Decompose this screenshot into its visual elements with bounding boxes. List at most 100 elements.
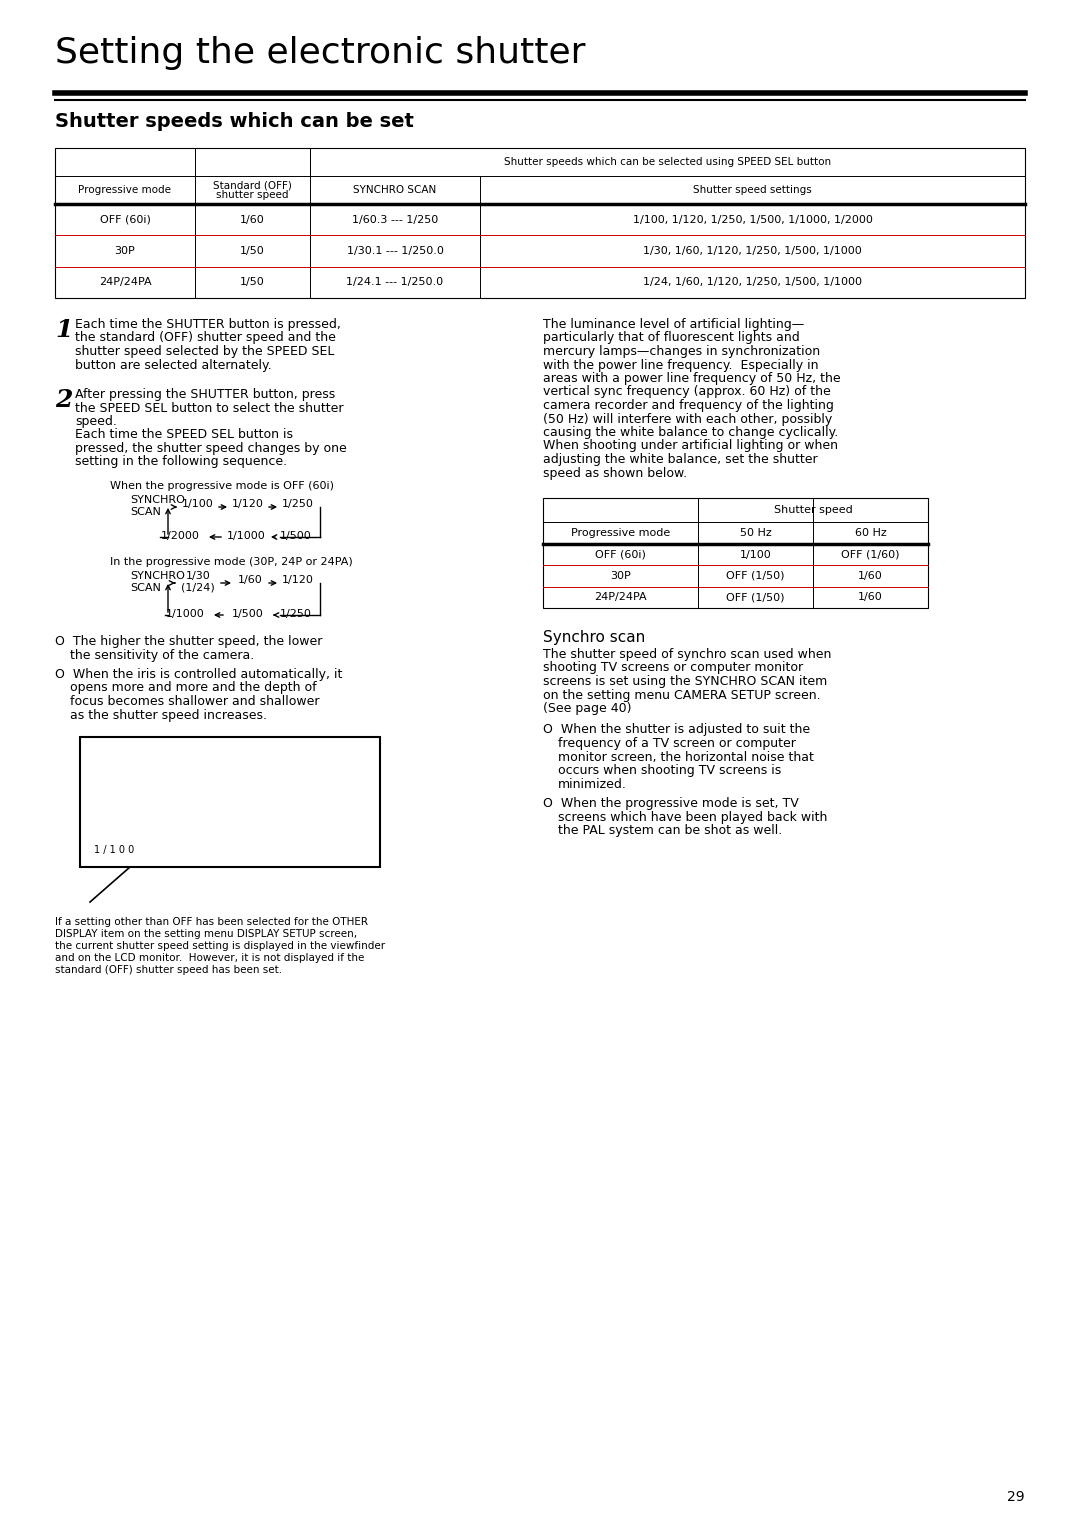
Text: 1/250: 1/250	[280, 609, 312, 620]
Text: 1/60: 1/60	[238, 575, 262, 584]
Text: 1/1000: 1/1000	[227, 531, 266, 542]
Text: speed.: speed.	[75, 415, 117, 427]
Text: areas with a power line frequency of 50 Hz, the: areas with a power line frequency of 50 …	[543, 372, 840, 385]
Text: camera recorder and frequency of the lighting: camera recorder and frequency of the lig…	[543, 398, 834, 412]
Text: Shutter speeds which can be set: Shutter speeds which can be set	[55, 111, 414, 131]
Text: the PAL system can be shot as well.: the PAL system can be shot as well.	[558, 824, 782, 836]
Text: 1 / 1 0 0: 1 / 1 0 0	[94, 845, 134, 855]
Text: 29: 29	[1008, 1489, 1025, 1505]
Text: SYNCHRO: SYNCHRO	[130, 494, 185, 505]
Text: monitor screen, the horizontal noise that: monitor screen, the horizontal noise tha…	[558, 751, 814, 763]
Text: speed as shown below.: speed as shown below.	[543, 467, 687, 479]
Text: minimized.: minimized.	[558, 778, 626, 790]
Text: OFF (1/60): OFF (1/60)	[841, 549, 900, 560]
Text: (See page 40): (See page 40)	[543, 702, 632, 716]
Text: If a setting other than OFF has been selected for the OTHER: If a setting other than OFF has been sel…	[55, 917, 368, 926]
Text: with the power line frequency.  Especially in: with the power line frequency. Especiall…	[543, 359, 819, 371]
Text: O  The higher the shutter speed, the lower: O The higher the shutter speed, the lowe…	[55, 635, 322, 649]
Text: focus becomes shallower and shallower: focus becomes shallower and shallower	[70, 694, 320, 708]
Text: 1/100: 1/100	[740, 549, 771, 560]
Text: (50 Hz) will interfere with each other, possibly: (50 Hz) will interfere with each other, …	[543, 412, 833, 426]
Text: After pressing the SHUTTER button, press: After pressing the SHUTTER button, press	[75, 388, 335, 401]
Text: SCAN: SCAN	[130, 583, 161, 594]
Text: causing the white balance to change cyclically.: causing the white balance to change cycl…	[543, 426, 838, 439]
Text: Progressive mode: Progressive mode	[571, 528, 670, 539]
Text: screens is set using the SYNCHRO SCAN item: screens is set using the SYNCHRO SCAN it…	[543, 674, 827, 688]
Text: The shutter speed of synchro scan used when: The shutter speed of synchro scan used w…	[543, 649, 832, 661]
Text: vertical sync frequency (approx. 60 Hz) of the: vertical sync frequency (approx. 60 Hz) …	[543, 386, 831, 398]
Text: 1/500: 1/500	[232, 609, 264, 620]
Text: 1: 1	[55, 317, 72, 342]
Text: screens which have been played back with: screens which have been played back with	[558, 810, 827, 824]
Text: 1/60.3 --- 1/250: 1/60.3 --- 1/250	[352, 215, 438, 224]
Text: as the shutter speed increases.: as the shutter speed increases.	[70, 708, 267, 722]
Text: 1/30: 1/30	[186, 571, 211, 581]
Text: the SPEED SEL button to select the shutter: the SPEED SEL button to select the shutt…	[75, 401, 343, 415]
Text: 30P: 30P	[610, 571, 631, 581]
Text: Setting the electronic shutter: Setting the electronic shutter	[55, 37, 585, 70]
Text: O  When the iris is controlled automatically, it: O When the iris is controlled automatica…	[55, 668, 342, 681]
Bar	[80, 737, 380, 867]
Text: DISPLAY item on the setting menu DISPLAY SETUP screen,: DISPLAY item on the setting menu DISPLAY…	[55, 929, 357, 938]
Text: 1/120: 1/120	[282, 575, 314, 584]
Text: 1/1000: 1/1000	[165, 609, 204, 620]
Text: 1/60: 1/60	[859, 571, 882, 581]
Text: In the progressive mode (30P, 24P or 24PA): In the progressive mode (30P, 24P or 24P…	[110, 557, 353, 568]
Text: Each time the SHUTTER button is pressed,: Each time the SHUTTER button is pressed,	[75, 317, 341, 331]
Text: Shutter speed settings: Shutter speed settings	[693, 185, 812, 195]
Text: particularly that of fluorescent lights and: particularly that of fluorescent lights …	[543, 331, 800, 345]
Text: opens more and more and the depth of: opens more and more and the depth of	[70, 682, 316, 694]
Text: SCAN: SCAN	[130, 507, 161, 517]
Text: 1/24, 1/60, 1/120, 1/250, 1/500, 1/1000: 1/24, 1/60, 1/120, 1/250, 1/500, 1/1000	[643, 278, 862, 287]
Text: shooting TV screens or computer monitor: shooting TV screens or computer monitor	[543, 661, 804, 674]
Text: 24P/24PA: 24P/24PA	[98, 278, 151, 287]
Text: 1/500: 1/500	[280, 531, 312, 542]
Text: setting in the following sequence.: setting in the following sequence.	[75, 455, 287, 468]
Text: 1/24.1 --- 1/250.0: 1/24.1 --- 1/250.0	[347, 278, 444, 287]
Text: the current shutter speed setting is displayed in the viewfinder: the current shutter speed setting is dis…	[55, 942, 386, 951]
Text: and on the LCD monitor.  However, it is not displayed if the: and on the LCD monitor. However, it is n…	[55, 954, 364, 963]
Text: button are selected alternately.: button are selected alternately.	[75, 359, 272, 371]
Bar	[543, 497, 928, 607]
Text: 2: 2	[55, 388, 72, 412]
Text: Standard (OFF): Standard (OFF)	[213, 180, 292, 191]
Text: on the setting menu CAMERA SETUP screen.: on the setting menu CAMERA SETUP screen.	[543, 688, 821, 702]
Text: Synchro scan: Synchro scan	[543, 630, 645, 645]
Text: 1/60: 1/60	[240, 215, 265, 224]
Text: The luminance level of artificial lighting—: The luminance level of artificial lighti…	[543, 317, 805, 331]
Text: the standard (OFF) shutter speed and the: the standard (OFF) shutter speed and the	[75, 331, 336, 345]
Text: When the progressive mode is OFF (60i): When the progressive mode is OFF (60i)	[110, 481, 334, 491]
Text: 1/30.1 --- 1/250.0: 1/30.1 --- 1/250.0	[347, 246, 444, 256]
Text: SYNCHRO: SYNCHRO	[130, 571, 185, 581]
Bar	[55, 148, 1025, 298]
Text: OFF (1/50): OFF (1/50)	[726, 571, 785, 581]
Text: Progressive mode: Progressive mode	[79, 185, 172, 195]
Text: 1/100: 1/100	[183, 499, 214, 510]
Text: 1/2000: 1/2000	[161, 531, 200, 542]
Text: shutter speed: shutter speed	[216, 191, 288, 200]
Text: 1/50: 1/50	[240, 246, 265, 256]
Text: 60 Hz: 60 Hz	[854, 528, 887, 539]
Text: 1/30, 1/60, 1/120, 1/250, 1/500, 1/1000: 1/30, 1/60, 1/120, 1/250, 1/500, 1/1000	[643, 246, 862, 256]
Text: occurs when shooting TV screens is: occurs when shooting TV screens is	[558, 765, 781, 777]
Text: frequency of a TV screen or computer: frequency of a TV screen or computer	[558, 737, 796, 749]
Text: 1/50: 1/50	[240, 278, 265, 287]
Text: shutter speed selected by the SPEED SEL: shutter speed selected by the SPEED SEL	[75, 345, 335, 359]
Text: 1/60: 1/60	[859, 592, 882, 603]
Text: OFF (1/50): OFF (1/50)	[726, 592, 785, 603]
Text: O  When the shutter is adjusted to suit the: O When the shutter is adjusted to suit t…	[543, 723, 810, 737]
Text: the sensitivity of the camera.: the sensitivity of the camera.	[70, 649, 254, 661]
Text: When shooting under artificial lighting or when: When shooting under artificial lighting …	[543, 439, 838, 453]
Text: Each time the SPEED SEL button is: Each time the SPEED SEL button is	[75, 429, 293, 441]
Text: OFF (60i): OFF (60i)	[99, 215, 150, 224]
Text: standard (OFF) shutter speed has been set.: standard (OFF) shutter speed has been se…	[55, 964, 282, 975]
Text: Shutter speeds which can be selected using SPEED SEL button: Shutter speeds which can be selected usi…	[504, 157, 832, 166]
Text: 1/100, 1/120, 1/250, 1/500, 1/1000, 1/2000: 1/100, 1/120, 1/250, 1/500, 1/1000, 1/20…	[633, 215, 873, 224]
Text: O  When the progressive mode is set, TV: O When the progressive mode is set, TV	[543, 797, 799, 810]
Text: Shutter speed: Shutter speed	[773, 505, 852, 514]
Text: mercury lamps—changes in synchronization: mercury lamps—changes in synchronization	[543, 345, 820, 359]
Text: OFF (60i): OFF (60i)	[595, 549, 646, 560]
Text: 50 Hz: 50 Hz	[740, 528, 771, 539]
Text: 24P/24PA: 24P/24PA	[594, 592, 647, 603]
Text: pressed, the shutter speed changes by one: pressed, the shutter speed changes by on…	[75, 443, 347, 455]
